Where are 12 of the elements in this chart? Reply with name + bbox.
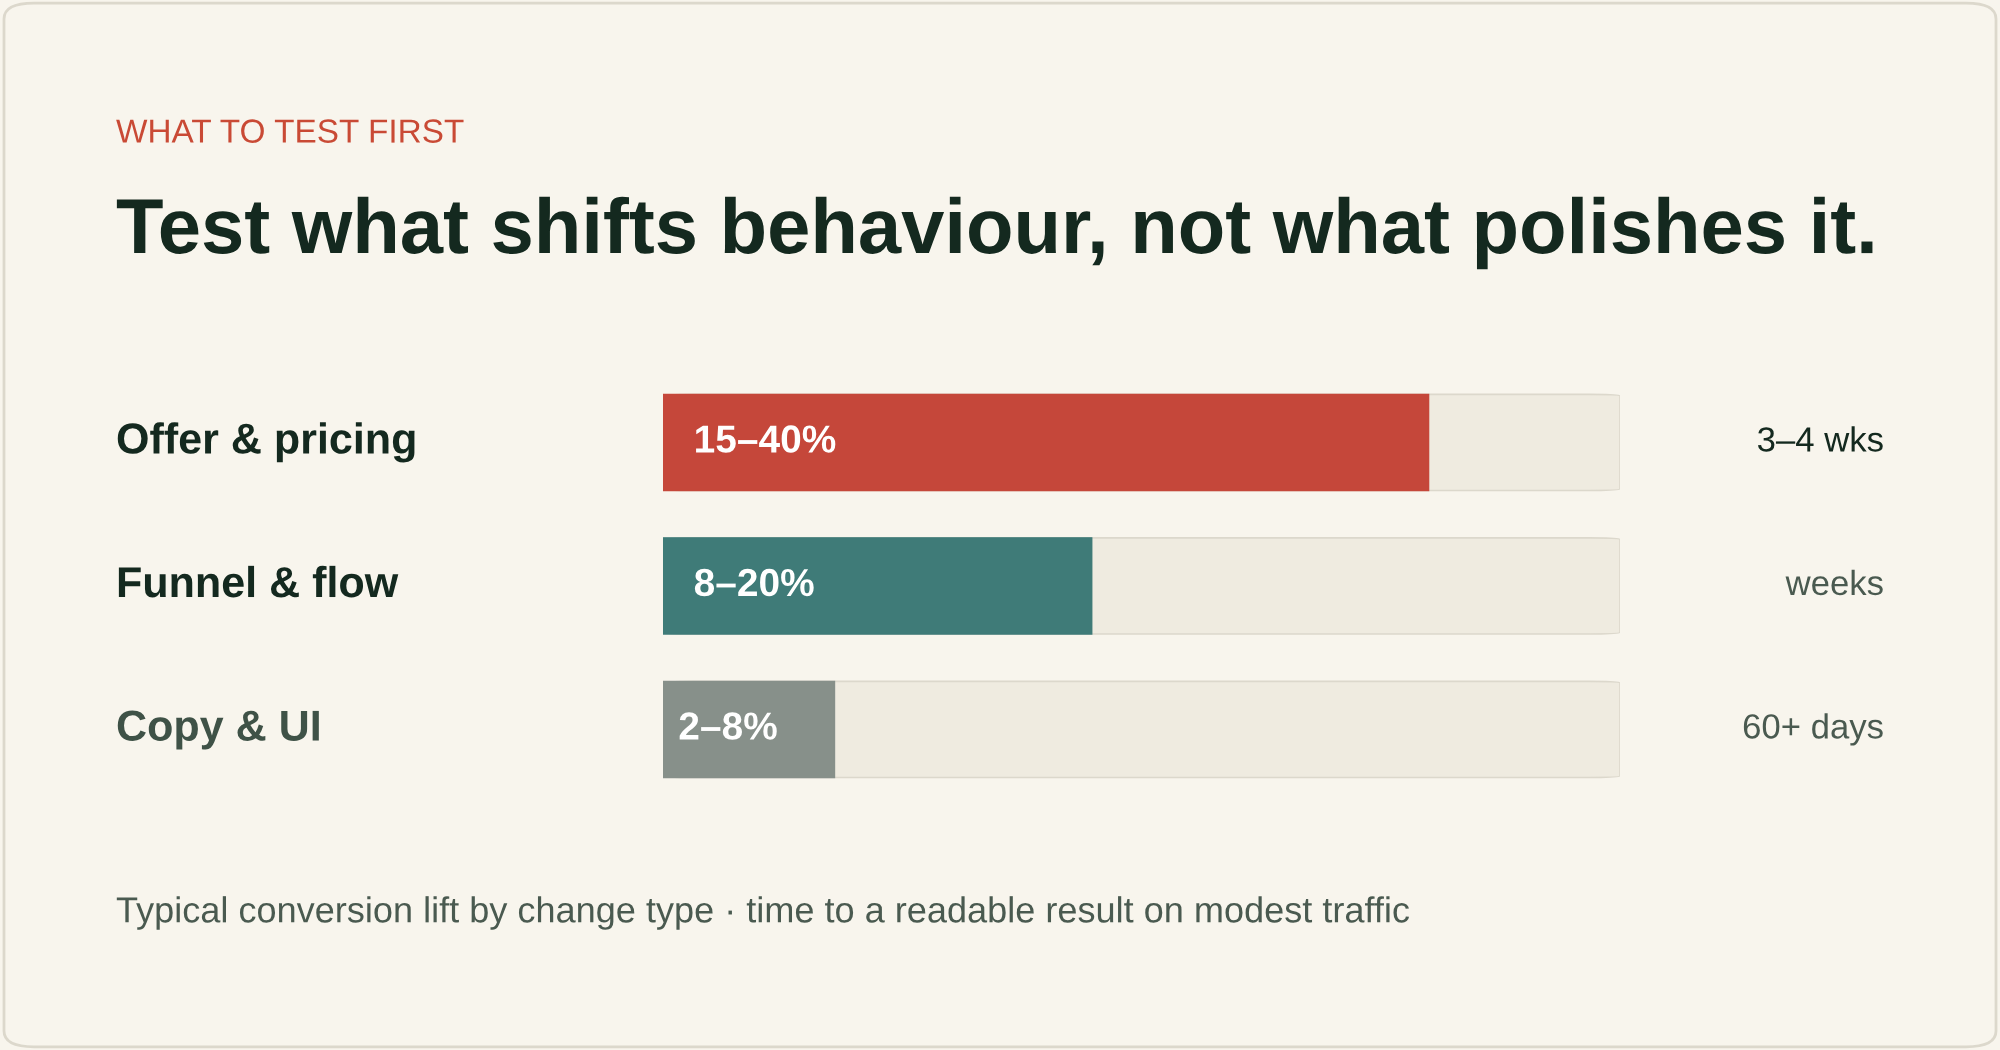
y-tick-label: Offer & pricing [117, 422, 415, 463]
text: 60+ days [1743, 713, 1883, 746]
annotation: 2–8% [679, 712, 777, 740]
text: weeks [1785, 569, 1883, 596]
text: 3–4 wks [1757, 426, 1883, 452]
y-tick-label: Copy & UI [117, 710, 319, 750]
annotation: 15–40% [696, 425, 836, 453]
text: Typical conversion lift by change type · time to a readable result on modest traffic [116, 896, 1410, 930]
y-tick-label: Funnel & flow [118, 565, 399, 598]
chart-title: Test what shifts behaviour, not what polishes it. [116, 196, 1873, 270]
text: WHAT TO TEST FIRST [116, 119, 464, 143]
annotation: 8–20% [694, 568, 814, 597]
